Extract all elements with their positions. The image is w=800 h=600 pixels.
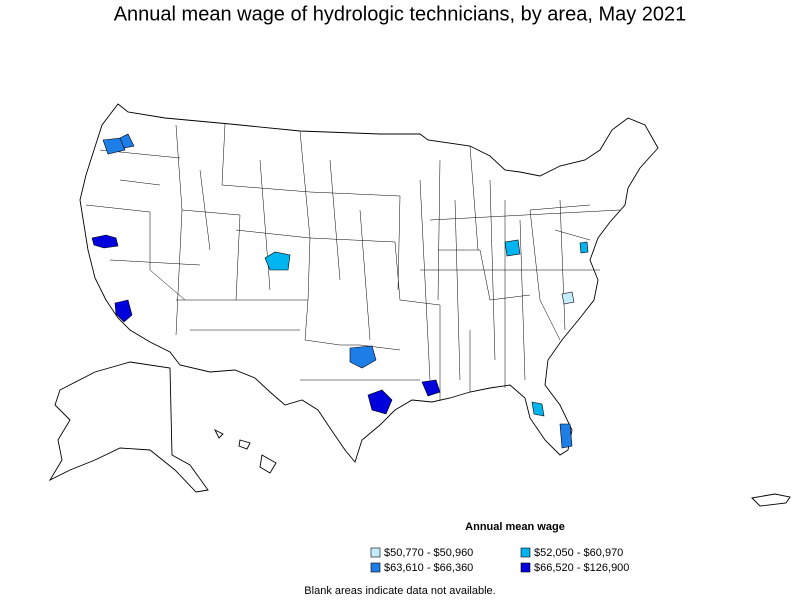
map-region [114,299,133,323]
map-region [102,137,126,155]
map-region [264,251,291,271]
footnote: Blank areas indicate data not available. [304,585,495,597]
legend-swatch [520,562,531,573]
map-region [367,389,393,415]
map-region [119,133,135,149]
puerto-rico [751,493,791,507]
map-region [421,379,441,397]
legend-swatch [520,547,531,558]
contiguous-us [79,103,659,463]
legend-label: $52,050 - $60,970 [534,547,623,559]
legend-label: $50,770 - $50,960 [384,547,473,559]
map-region [91,234,119,249]
legend-label: $63,610 - $66,360 [384,562,473,574]
legend-label: $66,520 - $126,900 [534,562,629,574]
legend-swatch [370,547,381,558]
map-region [579,241,589,254]
title: Annual mean wage of hydrologic technicia… [114,3,687,25]
area-borders [109,159,621,381]
map-region [504,239,521,257]
hawaii [213,428,277,474]
map-region [349,345,377,369]
legend-swatch [370,562,381,573]
legend-title: Annual mean wage [465,521,565,533]
map-region [559,423,573,449]
alaska [48,361,209,493]
map-region [531,401,545,417]
map [48,103,791,507]
map-region [561,291,575,305]
legend: Annual mean wage $50,770 - $50,960 $52,05… [370,521,629,574]
state-borders [85,123,591,400]
